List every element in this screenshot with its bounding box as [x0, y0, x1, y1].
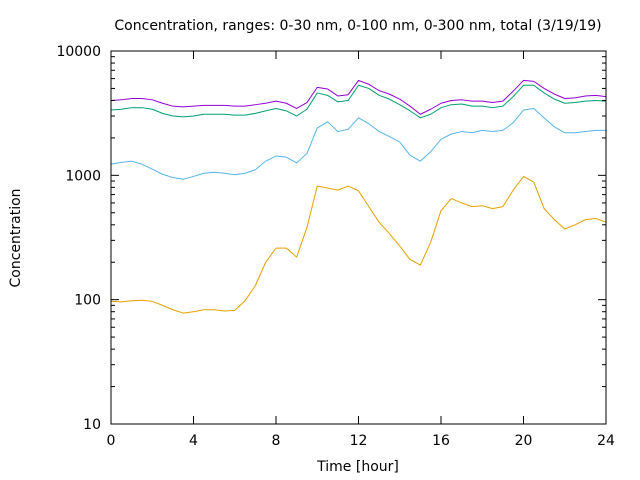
- series-line-4: [110, 79, 607, 115]
- x-tick-label: 12: [350, 433, 368, 449]
- chart-title: Concentration, ranges: 0-30 nm, 0-100 nm…: [114, 18, 601, 34]
- x-tick-label: 0: [107, 433, 116, 449]
- y-tick-label: 10: [83, 417, 101, 433]
- y-axis-label: Concentration: [8, 188, 24, 287]
- axis-layer: 0 4 8 12 16 20 24 10 100 1000 10000: [56, 44, 615, 449]
- series-line-3: [110, 84, 607, 119]
- y-tick-label: 100: [74, 293, 101, 309]
- x-tick-label: 8: [272, 433, 281, 449]
- series-line-2: [110, 107, 606, 180]
- x-axis-label: Time [hour]: [316, 459, 399, 475]
- x-tick-label: 20: [515, 433, 533, 449]
- y-tick-label: 1000: [65, 168, 101, 184]
- x-tick-label: 16: [432, 433, 450, 449]
- y-tick-label: 10000: [56, 44, 101, 60]
- series-layer: [110, 79, 607, 314]
- x-tick-label: 24: [597, 433, 615, 449]
- x-tick-label: 4: [189, 433, 198, 449]
- series-line-1: [110, 175, 607, 314]
